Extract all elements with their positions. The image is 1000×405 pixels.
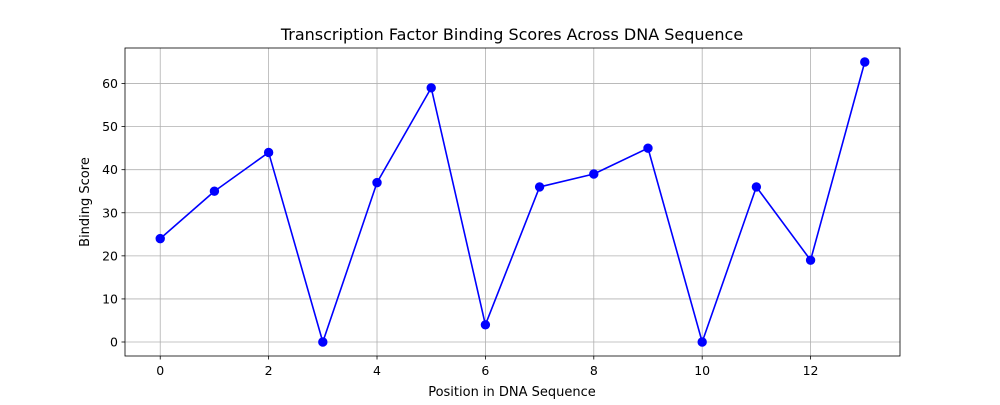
chart-title: Transcription Factor Binding Scores Acro… (280, 25, 743, 44)
data-point (589, 169, 599, 179)
data-point (426, 83, 436, 93)
y-axis-label: Binding Score (78, 157, 93, 247)
x-tick-label: 6 (481, 363, 489, 378)
x-tick-label: 2 (265, 363, 273, 378)
y-tick-label: 60 (102, 76, 118, 91)
y-tick-label: 10 (102, 291, 118, 306)
axes: 0 2 4 6 8 10 12 0 10 20 30 40 50 60 (102, 47, 901, 378)
y-tick-label: 20 (102, 248, 118, 263)
y-tick-label: 50 (102, 119, 118, 134)
data-point (643, 143, 653, 153)
data-point (372, 177, 382, 188)
x-tick-label: 12 (803, 363, 819, 378)
data-point (751, 182, 762, 192)
series (155, 57, 870, 347)
data-point (534, 182, 545, 192)
x-axis-label: Position in DNA Sequence (428, 385, 596, 400)
data-point (155, 233, 165, 244)
data-point (860, 57, 870, 67)
data-point (480, 320, 491, 330)
data-point (209, 186, 220, 196)
data-point (263, 147, 274, 158)
y-tick-label: 40 (102, 162, 118, 177)
x-tick-label: 0 (156, 363, 164, 378)
y-tick-label: 30 (102, 205, 118, 220)
x-tick-label: 4 (373, 363, 381, 378)
grid (125, 48, 900, 356)
series-line (159, 61, 866, 343)
y-tick-label: 0 (110, 335, 118, 350)
x-tick-label: 10 (694, 363, 710, 378)
plot-frame (124, 47, 901, 357)
x-tick-label: 8 (590, 363, 598, 378)
data-point (697, 337, 707, 347)
data-point (318, 337, 328, 347)
data-point (805, 255, 816, 265)
